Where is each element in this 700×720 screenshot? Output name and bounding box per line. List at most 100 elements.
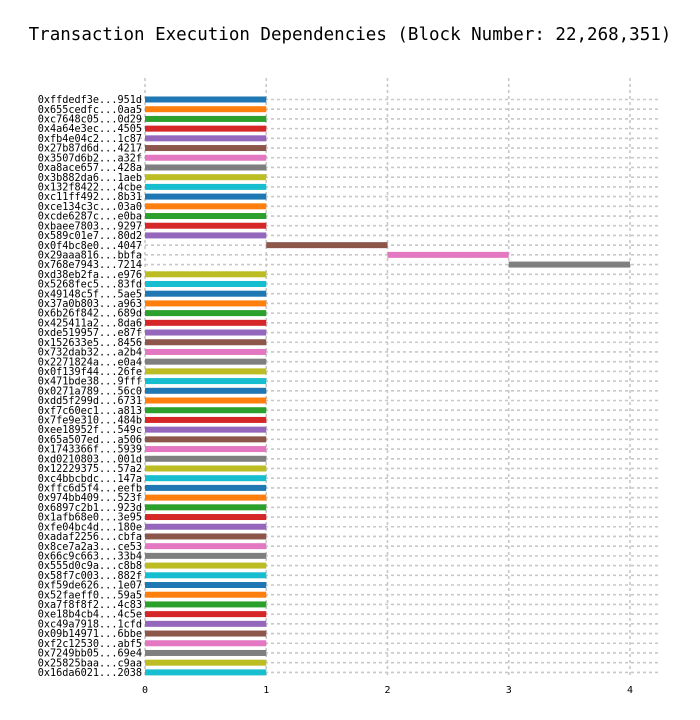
- y-tick-label: 0x471bde38...9fff: [38, 377, 142, 388]
- bar-7: [145, 164, 267, 171]
- bar-29: [145, 378, 267, 385]
- y-tick-label: 0xe18b4cb4...4c5e: [38, 610, 142, 621]
- x-tick-label: 4: [627, 685, 633, 696]
- y-tick-label: 0x1afb68e0...3e95: [38, 513, 142, 524]
- bar-6: [145, 154, 267, 161]
- x-tick-label: 3: [506, 685, 512, 696]
- bar-37: [145, 455, 267, 462]
- bar-4: [145, 135, 267, 142]
- bar-1: [145, 106, 267, 113]
- y-tick-label: 0x7249bb05...69e4: [38, 649, 142, 660]
- y-tick-label: 0xde519957...e87f: [38, 328, 142, 339]
- y-tick-label: 0x8ce7a2a3...ce53: [38, 542, 142, 553]
- y-tick-label: 0xcde6287c...e0ba: [38, 212, 142, 223]
- x-tick-label: 1: [263, 685, 269, 696]
- y-tick-label: 0xa8ace657...428a: [38, 163, 142, 174]
- bar-8: [145, 174, 267, 181]
- bar-25: [145, 339, 267, 346]
- bar-40: [145, 484, 267, 491]
- y-tick-label: 0xf59de626...1e07: [38, 581, 142, 592]
- y-tick-label: 0xee18952f...549c: [38, 425, 142, 436]
- bar-0: [145, 96, 267, 103]
- y-tick-label: 0x29aaa816...bbfa: [38, 250, 142, 261]
- y-tick-label: 0x768e7943...7214: [38, 260, 142, 271]
- y-tick-label: 0x16da6021...2038: [38, 668, 142, 679]
- bar-57: [145, 649, 267, 656]
- bar-26: [145, 348, 267, 355]
- y-tick-label: 0x52faeff0...59a5: [38, 590, 142, 601]
- x-tick-labels: 0 1 2 3 4: [142, 685, 633, 696]
- y-tick-label: 0xffc6d5f4...eefb: [38, 484, 142, 495]
- chart-title: Transaction Execution Dependencies (Bloc…: [29, 25, 672, 45]
- y-tick-label: 0x25825baa...c9aa: [38, 658, 142, 669]
- bar-31: [145, 397, 267, 404]
- bar-53: [145, 611, 267, 618]
- y-tick-label: 0x0271a789...56c0: [38, 386, 142, 397]
- bar-36: [145, 446, 267, 453]
- y-tick-label: 0x65a507ed...a506: [38, 435, 142, 446]
- x-tick-label: 0: [142, 685, 148, 696]
- bar-47: [145, 552, 267, 559]
- y-tick-label: 0x0f139f44...26fe: [38, 367, 142, 378]
- y-tick-label: 0x655cedfc...0aa5: [38, 105, 142, 116]
- y-tick-label: 0xce134c3c...03a0: [38, 202, 142, 213]
- y-tick-label: 0xc49a7918...1cfd: [38, 619, 142, 630]
- bar-38: [145, 465, 267, 472]
- bar-56: [145, 640, 267, 647]
- bar-33: [145, 416, 267, 423]
- bar-3: [145, 125, 267, 132]
- bar-17: [508, 261, 630, 268]
- bar-59: [145, 669, 267, 676]
- y-tick-label: 0x589c01e7...80d2: [38, 231, 142, 242]
- y-tick-label: 0x7fe9e310...484b: [38, 416, 142, 427]
- y-tick-label: 0xadaf2256...cbfa: [38, 532, 142, 543]
- bar-14: [145, 232, 267, 239]
- bar-44: [145, 523, 267, 530]
- bar-5: [145, 145, 267, 152]
- bar-24: [145, 329, 267, 336]
- y-tick-label: 0xc11ff492...8b31: [38, 192, 142, 203]
- bar-42: [145, 504, 267, 511]
- bar-50: [145, 582, 267, 588]
- y-tick-label: 0x6897c2b1...923d: [38, 503, 142, 514]
- y-tick-label: 0x2271824a...e0a4: [38, 357, 142, 368]
- bars-layer: [145, 96, 630, 676]
- bar-46: [145, 543, 267, 550]
- y-tick-label: 0x3b882da6...1aeb: [38, 173, 142, 184]
- y-tick-label: 0x5268fec5...83fd: [38, 280, 142, 291]
- y-tick-label: 0x132f8422...4cbe: [38, 182, 142, 193]
- bar-20: [145, 290, 267, 297]
- bar-45: [145, 533, 267, 540]
- y-tick-label: 0x732dab32...a2b4: [38, 348, 142, 359]
- bar-41: [145, 494, 267, 501]
- y-tick-label: 0x12229375...57a2: [38, 464, 142, 475]
- bar-21: [145, 300, 267, 307]
- y-tick-label: 0xf7c60ec1...a813: [38, 406, 142, 417]
- bar-19: [145, 280, 267, 287]
- bar-11: [145, 203, 267, 210]
- y-tick-label: 0xfb4e04c2...1c87: [38, 134, 142, 145]
- bar-34: [145, 426, 267, 433]
- y-tick-label: 0x1743366f...5939: [38, 445, 142, 456]
- y-tick-label: 0xffdedf3e...951d: [38, 95, 142, 106]
- bar-32: [145, 407, 267, 414]
- y-tick-label: 0x37a0b803...a963: [38, 299, 142, 310]
- y-tick-label: 0x27b87d6d...4217: [38, 144, 142, 155]
- bar-22: [145, 310, 267, 317]
- bar-30: [145, 387, 267, 394]
- y-tick-labels: 0xffdedf3e...951d0x655cedfc...0aa50xc764…: [38, 95, 142, 679]
- y-tick-label: 0x49148c5f...5ae5: [38, 289, 142, 300]
- y-tick-label: 0xc7648c05...0d29: [38, 115, 142, 126]
- bar-54: [145, 620, 267, 627]
- x-tick-label: 2: [384, 685, 390, 696]
- bar-55: [145, 630, 267, 637]
- y-tick-label: 0x3507d6b2...a32f: [38, 153, 142, 164]
- y-tick-label: 0x0f4bc8e0...4047: [38, 241, 142, 252]
- bar-16: [387, 251, 509, 258]
- bar-23: [145, 319, 267, 326]
- bar-51: [145, 591, 267, 598]
- y-tick-label: 0x4a64e3ec...4505: [38, 124, 142, 135]
- y-tick-label: 0xa7f8f8f2...4c83: [38, 600, 142, 611]
- y-tick-label: 0x09b14971...6bbe: [38, 629, 142, 640]
- y-tick-label: 0x6b26f842...689d: [38, 309, 142, 320]
